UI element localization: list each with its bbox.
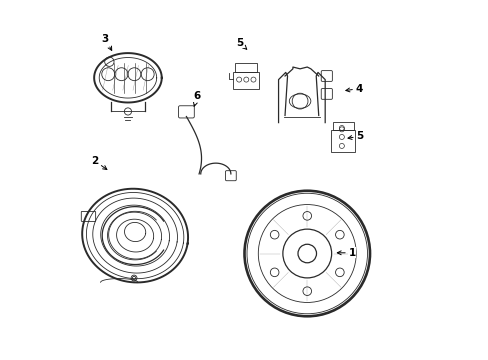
Text: 5: 5 — [347, 131, 363, 141]
Text: 3: 3 — [102, 34, 111, 50]
Text: 6: 6 — [193, 91, 201, 106]
Text: 4: 4 — [345, 84, 362, 94]
Bar — [331, 130, 354, 152]
Bar — [233, 72, 259, 89]
Text: 1: 1 — [337, 248, 355, 258]
Text: 2: 2 — [91, 156, 107, 170]
Bar — [332, 122, 353, 130]
Text: 5: 5 — [236, 38, 246, 49]
Bar — [235, 63, 257, 72]
